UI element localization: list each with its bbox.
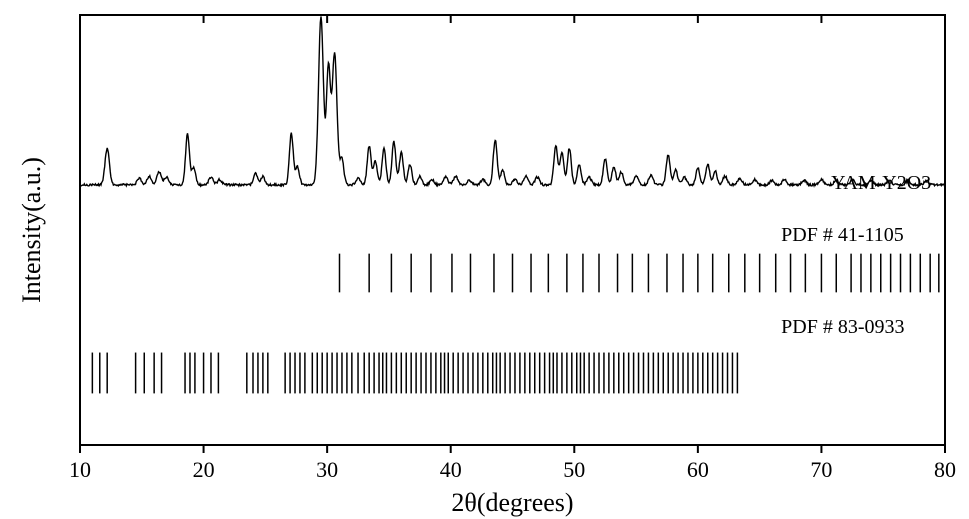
chart-svg: 10 20 30 40 50 60 70 80 2θ(degrees) Intensity(a.u… [0,0,969,519]
x-tick-label: 40 [440,457,462,482]
x-tick-label: 50 [563,457,585,482]
reference-label-1: PDF # 83-0933 [781,316,904,338]
x-tick-label: 20 [193,457,215,482]
spectrum-line [80,17,945,186]
y-axis-label: Intensity(a.u.) [17,157,46,303]
x-tick-label: 80 [934,457,956,482]
xrd-chart: 10 20 30 40 50 60 70 80 2θ(degrees) Intensity(a.u… [0,0,969,519]
spectrum-annotation: YAM-Y2O3 [831,172,931,194]
reference-label-0: PDF # 41-1105 [781,224,904,246]
x-tick-label: 30 [316,457,338,482]
x-tick-label: 70 [810,457,832,482]
x-tick-label: 60 [687,457,709,482]
x-axis-label: 2θ(degrees) [451,488,573,517]
x-tick-label: 10 [69,457,91,482]
